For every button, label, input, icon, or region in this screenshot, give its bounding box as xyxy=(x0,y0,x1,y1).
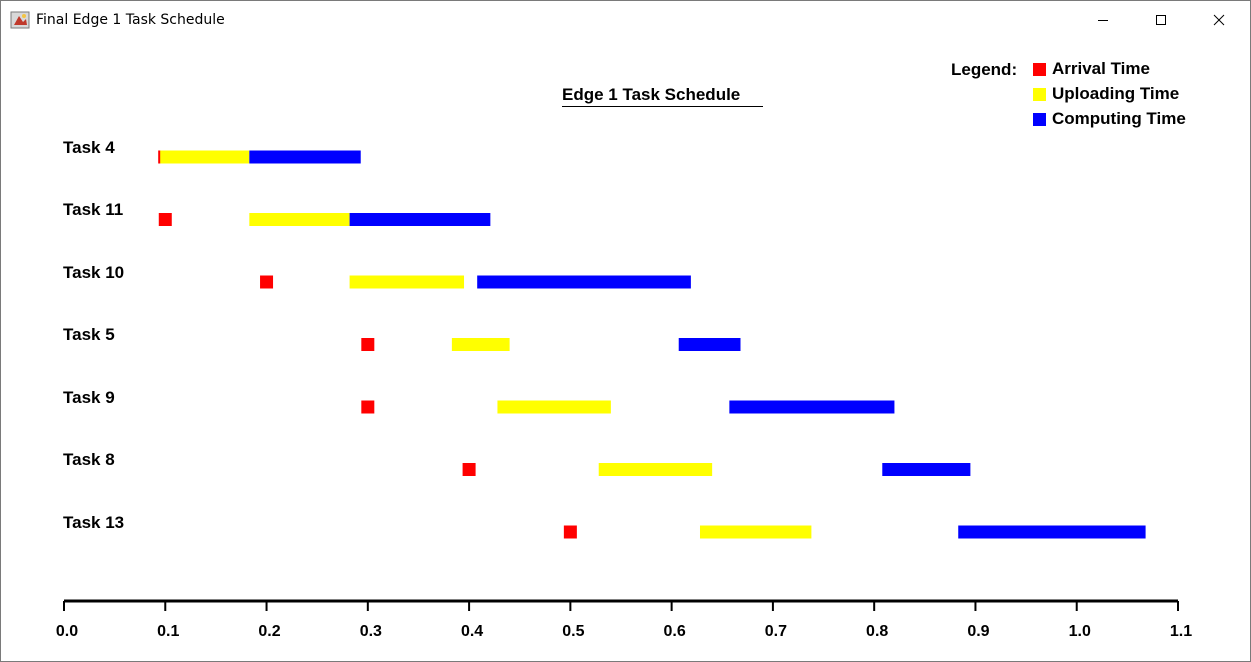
task-label: Task 11 xyxy=(63,200,124,219)
legend-label: Arrival Time xyxy=(1052,59,1150,78)
x-tick-label: 0.0 xyxy=(56,623,78,640)
window-title: Final Edge 1 Task Schedule xyxy=(36,12,225,28)
legend-label: Uploading Time xyxy=(1052,84,1180,103)
task-label: Task 4 xyxy=(63,138,115,157)
uploading-bar xyxy=(349,275,465,289)
uploading-bar xyxy=(249,213,350,226)
task-label: Task 9 xyxy=(63,388,115,407)
uploading-bar xyxy=(699,525,812,539)
x-tick-label: 0.8 xyxy=(866,623,888,640)
x-tick-label: 1.0 xyxy=(1069,623,1091,640)
x-tick-label: 0.4 xyxy=(461,623,483,640)
title-bar[interactable]: Final Edge 1 Task Schedule xyxy=(1,1,1250,39)
legend-swatch-arrival xyxy=(1033,62,1046,76)
arrival-marker xyxy=(158,150,161,164)
legend-item-computing: Computing Time xyxy=(1033,109,1186,129)
x-tick-label: 0.9 xyxy=(967,623,989,640)
legend-item-arrival: Arrival Time xyxy=(1033,59,1150,79)
uploading-bar xyxy=(159,150,250,164)
x-tick-label: 0.5 xyxy=(562,623,584,640)
maximize-icon xyxy=(1156,15,1166,25)
task-label: Task 5 xyxy=(63,325,115,344)
legend-heading: Legend: xyxy=(951,60,1018,79)
computing-bar xyxy=(882,463,971,476)
minimize-button[interactable] xyxy=(1074,1,1132,39)
x-tick-label: 0.7 xyxy=(765,623,787,640)
computing-bar xyxy=(477,275,691,289)
arrival-marker xyxy=(462,463,476,476)
gantt-chart: 0.0 0.1 0.2 0.3 0.4 0.5 0.6 0.7 0.8 0.9 1.0 1.1 xyxy=(56,150,1192,640)
legend-swatch-computing xyxy=(1033,112,1046,126)
computing-bar xyxy=(678,338,741,351)
arrival-marker xyxy=(361,400,375,414)
x-tick-label: 0.6 xyxy=(664,623,686,640)
arrival-marker xyxy=(361,338,375,351)
x-tick-label: 0.1 xyxy=(157,623,179,640)
close-icon xyxy=(1213,14,1225,26)
arrival-marker xyxy=(158,213,172,226)
legend-label: Computing Time xyxy=(1052,109,1186,128)
minimize-icon xyxy=(1098,20,1108,21)
legend-item-uploading: Uploading Time xyxy=(1033,84,1179,104)
computing-bar xyxy=(249,150,361,164)
x-tick-label: 0.2 xyxy=(258,623,280,640)
arrival-marker xyxy=(260,275,274,289)
computing-bar xyxy=(349,213,491,226)
legend-swatch-uploading xyxy=(1033,87,1046,101)
uploading-bar xyxy=(451,338,510,351)
x-tick-label: 0.3 xyxy=(360,623,382,640)
java-app-icon xyxy=(10,11,30,29)
maximize-button[interactable] xyxy=(1132,1,1190,39)
arrival-marker xyxy=(563,525,577,539)
close-button[interactable] xyxy=(1190,1,1248,39)
chart-title: Edge 1 Task Schedule xyxy=(562,85,763,107)
computing-bar xyxy=(958,525,1146,539)
task-label: Task 8 xyxy=(63,450,115,469)
uploading-bar xyxy=(598,463,713,476)
chart-area: Edge 1 Task Schedule Legend: Arrival Tim… xyxy=(1,39,1250,661)
uploading-bar xyxy=(497,400,611,414)
x-tick-label: 1.1 xyxy=(1170,623,1192,640)
task-label: Task 10 xyxy=(63,263,125,282)
task-label: Task 13 xyxy=(63,513,125,532)
computing-bar xyxy=(729,400,895,414)
